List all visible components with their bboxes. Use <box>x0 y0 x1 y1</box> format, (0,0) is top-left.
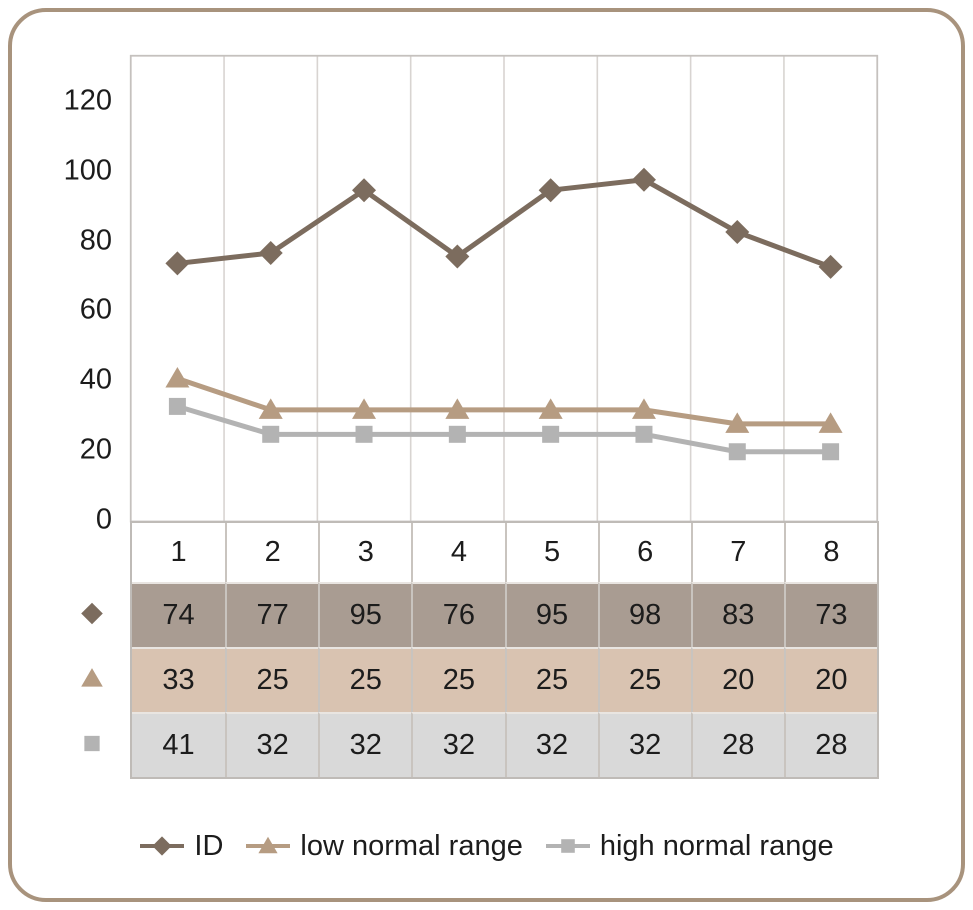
y-axis-labels: 120 100 80 60 40 20 0 <box>28 0 112 560</box>
legend-label: ID <box>194 830 224 862</box>
table-header-cell: 8 <box>783 523 877 582</box>
table-cell: 25 <box>597 647 691 712</box>
table-cell: 20 <box>690 647 784 712</box>
table-cell: 76 <box>411 582 505 647</box>
y-axis-tick-label: 120 <box>63 84 112 117</box>
table-cell: 32 <box>504 712 598 777</box>
table-cell: 74 <box>132 582 226 647</box>
table-cell: 98 <box>597 582 691 647</box>
table-header-cell: 3 <box>318 523 412 582</box>
y-axis-tick-label: 100 <box>63 154 112 187</box>
table-header-cell: 4 <box>411 523 505 582</box>
table-cell: 41 <box>132 712 226 777</box>
table-header-cell: 1 <box>132 523 226 582</box>
table-header-cell: 2 <box>225 523 319 582</box>
table-cell: 28 <box>690 712 784 777</box>
legend-item: high normal range <box>545 830 834 862</box>
y-axis-tick-label: 40 <box>79 363 112 396</box>
y-axis-tick-label: 0 <box>95 503 112 535</box>
table-cell: 20 <box>783 647 877 712</box>
y-axis-tick-label: 60 <box>79 293 112 326</box>
y-axis-tick-label: 80 <box>79 224 112 256</box>
table-cell: 25 <box>225 647 319 712</box>
table-header-cell: 5 <box>504 523 598 582</box>
legend-item: ID <box>139 830 223 862</box>
table-cell: 33 <box>132 647 226 712</box>
table-cell: 28 <box>783 712 877 777</box>
table-cell: 95 <box>318 582 412 647</box>
table-cell: 32 <box>225 712 319 777</box>
table-cell: 32 <box>411 712 505 777</box>
legend-label: high normal range <box>599 830 834 862</box>
square-legend-marker-icon <box>545 839 590 853</box>
table-cell: 32 <box>318 712 412 777</box>
chart-legend: ID low normal range high normal range <box>0 821 973 871</box>
y-axis-tick-label: 20 <box>79 433 112 466</box>
table-header-cell: 7 <box>690 523 784 582</box>
legend-item: low normal range <box>245 830 523 862</box>
table-cell: 73 <box>783 582 877 647</box>
table-cell: 95 <box>504 582 598 647</box>
chart-data-table: 1 2 3 4 5 6 7 8 74 77 95 76 95 98 83 73 33 25 25 25 25 25 20 20… <box>130 521 879 779</box>
table-cell: 25 <box>504 647 598 712</box>
table-cell: 83 <box>690 582 784 647</box>
legend-label: low normal range <box>300 830 523 862</box>
table-cell: 32 <box>597 712 691 777</box>
table-cell: 77 <box>225 582 319 647</box>
table-cell: 25 <box>318 647 412 712</box>
diamond-legend-marker-icon <box>140 836 185 856</box>
table-cell: 25 <box>411 647 505 712</box>
triangle-legend-marker-icon <box>246 836 291 854</box>
table-header-cell: 6 <box>597 523 691 582</box>
